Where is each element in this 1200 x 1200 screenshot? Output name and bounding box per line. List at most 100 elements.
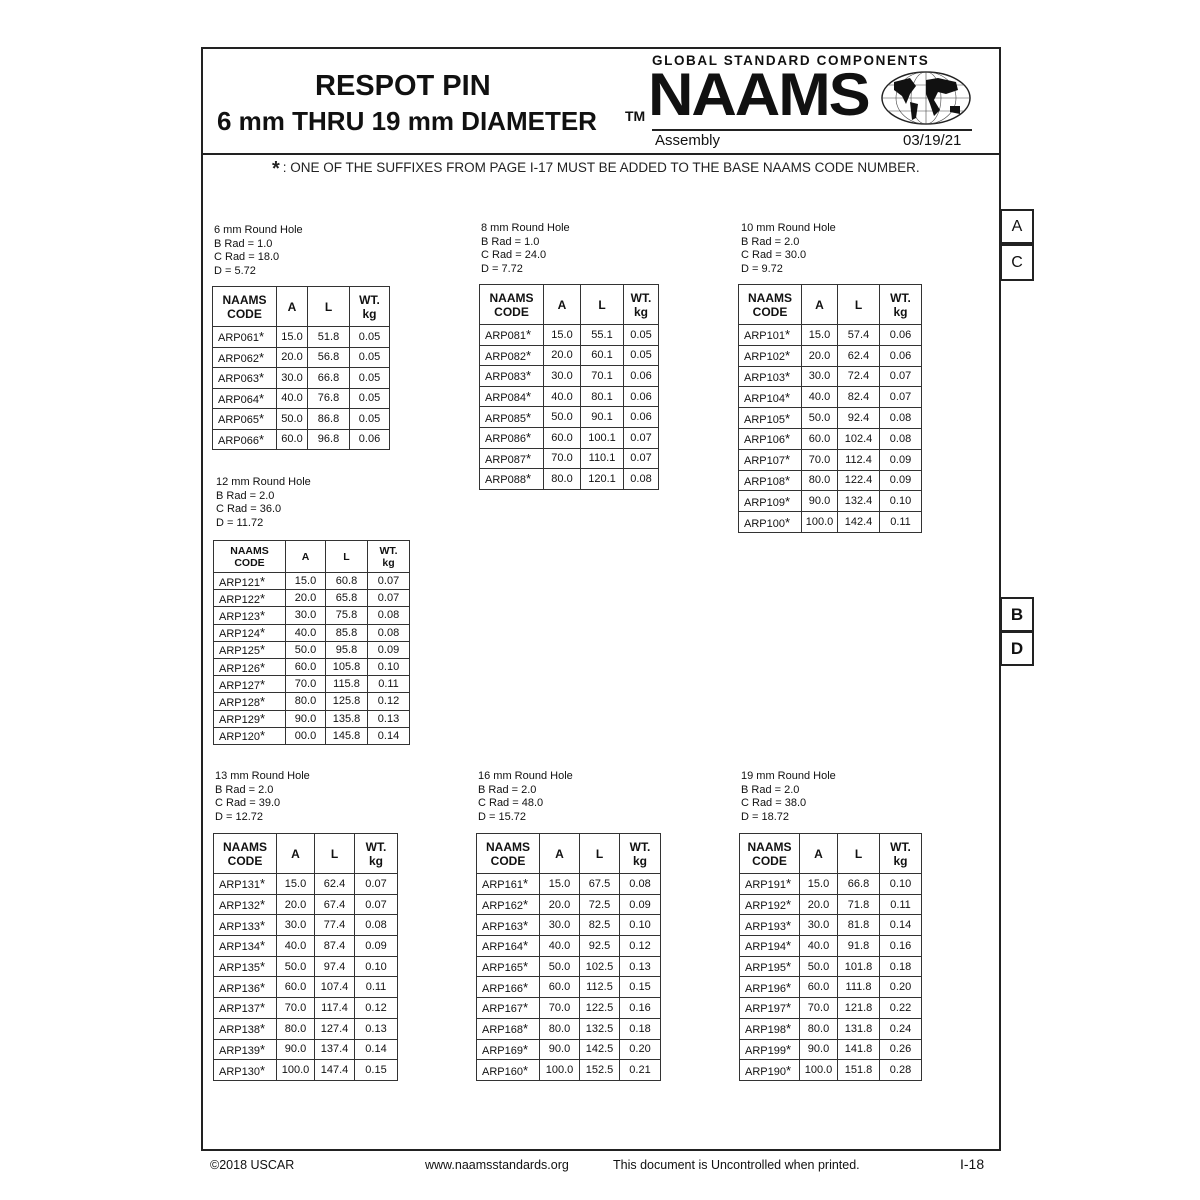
naams-code: ARP100 xyxy=(744,517,785,530)
l-cell: 76.8 xyxy=(307,387,350,409)
pin-table: NAAMS CODE A L WT. kg ARP101* 15.0 57.4 0.06 ARP10… xyxy=(738,284,922,533)
weight-cell: 0.07 xyxy=(879,365,922,388)
table-row: ARP125* 50.0 95.8 0.09 xyxy=(213,640,410,659)
a-cell: 30.0 xyxy=(276,367,308,389)
suffix-asterisk: * xyxy=(785,1021,792,1037)
l-cell: 122.4 xyxy=(837,469,880,492)
weight-cell: 0.07 xyxy=(879,386,922,409)
a-cell: 50.0 xyxy=(539,955,580,978)
code-cell: ARP082* xyxy=(479,344,544,367)
a-cell: 30.0 xyxy=(799,914,838,937)
l-cell: 72.4 xyxy=(837,365,880,388)
hole-title: 16 mm Round Hole xyxy=(478,770,573,782)
weight-cell: 0.08 xyxy=(367,606,410,625)
suffix-asterisk: * xyxy=(522,1021,529,1037)
table-row: ARP086* 60.0 100.1 0.07 xyxy=(479,426,659,449)
spec-line: D = 15.72 xyxy=(478,810,527,823)
a-cell: 70.0 xyxy=(285,675,326,694)
naams-code: ARP194 xyxy=(745,941,786,954)
code-cell: ARP086* xyxy=(479,426,544,449)
suffix-asterisk: * xyxy=(259,711,266,727)
tab-c[interactable]: C xyxy=(1000,244,1034,281)
weight-cell: 0.05 xyxy=(349,346,390,368)
code-cell: ARP134* xyxy=(213,935,277,957)
code-cell: ARP199* xyxy=(739,1038,800,1061)
l-cell: 147.4 xyxy=(314,1059,355,1081)
table-row: ARP192* 20.0 71.8 0.11 xyxy=(739,893,922,916)
naams-code: ARP132 xyxy=(219,900,260,913)
naams-code: ARP101 xyxy=(744,330,785,343)
table-row: ARP135* 50.0 97.4 0.10 xyxy=(213,955,398,978)
column-header: NAAMS CODE xyxy=(476,833,540,874)
a-cell: 90.0 xyxy=(285,709,326,728)
naams-code: ARP126 xyxy=(219,662,260,675)
table-row: ARP197* 70.0 121.8 0.22 xyxy=(739,997,922,1019)
suffix-asterisk: * xyxy=(525,347,532,363)
column-header: WT. kg xyxy=(367,540,410,573)
a-cell: 15.0 xyxy=(799,873,838,895)
footer-url[interactable]: www.naamsstandards.org xyxy=(425,1158,569,1172)
table-row: ARP102* 20.0 62.4 0.06 xyxy=(738,344,922,367)
weight-cell: 0.05 xyxy=(623,344,659,367)
weight-cell: 0.09 xyxy=(879,469,922,492)
naams-code: ARP107 xyxy=(744,455,785,468)
suffix-asterisk: * xyxy=(784,368,791,384)
code-cell: ARP085* xyxy=(479,406,544,428)
l-cell: 55.1 xyxy=(580,324,624,346)
a-cell: 100.0 xyxy=(801,511,838,533)
a-cell: 30.0 xyxy=(276,914,315,937)
code-cell: ARP131* xyxy=(213,873,277,895)
suffix-asterisk: * xyxy=(259,876,266,892)
table-row: ARP103* 30.0 72.4 0.07 xyxy=(738,365,922,388)
a-cell: 60.0 xyxy=(543,426,581,449)
tab-b[interactable]: B xyxy=(1000,597,1034,632)
suffix-asterisk: * xyxy=(259,1041,266,1057)
table-row: ARP085* 50.0 90.1 0.06 xyxy=(479,406,659,428)
l-cell: 111.8 xyxy=(837,976,880,999)
weight-cell: 0.24 xyxy=(879,1017,922,1040)
naams-code: ARP086 xyxy=(485,433,526,446)
column-header: A xyxy=(543,284,581,325)
hole-title: 6 mm Round Hole xyxy=(214,224,303,236)
a-cell: 100.0 xyxy=(799,1059,838,1081)
code-cell: ARP107* xyxy=(738,448,802,471)
a-cell: 20.0 xyxy=(799,893,838,916)
tab-a[interactable]: A xyxy=(1000,209,1034,244)
code-cell: ARP124* xyxy=(213,623,286,642)
l-cell: 82.4 xyxy=(837,386,880,409)
spec-line: C Rad = 38.0 xyxy=(741,797,807,809)
suffix-asterisk: * xyxy=(258,370,265,386)
hole-spec: 10 mm Round Hole B Rad = 2.0 C Rad = 30.0 D… xyxy=(741,222,836,276)
a-cell: 15.0 xyxy=(276,873,315,895)
a-cell: 60.0 xyxy=(285,657,326,677)
l-cell: 91.8 xyxy=(837,935,880,957)
naams-code: ARP087 xyxy=(485,453,526,466)
weight-cell: 0.09 xyxy=(879,448,922,471)
suffix-asterisk: * xyxy=(259,607,266,623)
weight-cell: 0.11 xyxy=(879,511,922,533)
a-cell: 100.0 xyxy=(276,1059,315,1081)
weight-cell: 0.28 xyxy=(879,1059,922,1081)
l-cell: 86.8 xyxy=(307,408,350,430)
l-cell: 101.8 xyxy=(837,955,880,978)
table-row: ARP160* 100.0 152.5 0.21 xyxy=(476,1059,661,1081)
tab-d[interactable]: D xyxy=(1000,631,1034,666)
code-cell: ARP120* xyxy=(213,726,286,745)
weight-cell: 0.09 xyxy=(367,640,410,659)
code-cell: ARP190* xyxy=(739,1059,800,1081)
a-cell: 90.0 xyxy=(539,1038,580,1061)
column-header: WT. kg xyxy=(619,833,661,874)
a-cell: 20.0 xyxy=(539,893,580,916)
l-cell: 117.4 xyxy=(314,997,355,1019)
spec-line: C Rad = 39.0 xyxy=(215,797,281,809)
a-cell: 30.0 xyxy=(539,914,580,937)
suffix-asterisk: * xyxy=(785,1041,792,1057)
spec-line: B Rad = 2.0 xyxy=(216,489,275,502)
weight-cell: 0.11 xyxy=(367,675,410,694)
weight-cell: 0.07 xyxy=(623,447,659,470)
suffix-asterisk: * xyxy=(785,1062,792,1078)
table-row: ARP193* 30.0 81.8 0.14 xyxy=(739,914,922,937)
naams-code: ARP122 xyxy=(219,593,260,606)
code-cell: ARP136* xyxy=(213,976,277,999)
suffix-asterisk: * xyxy=(259,979,266,995)
